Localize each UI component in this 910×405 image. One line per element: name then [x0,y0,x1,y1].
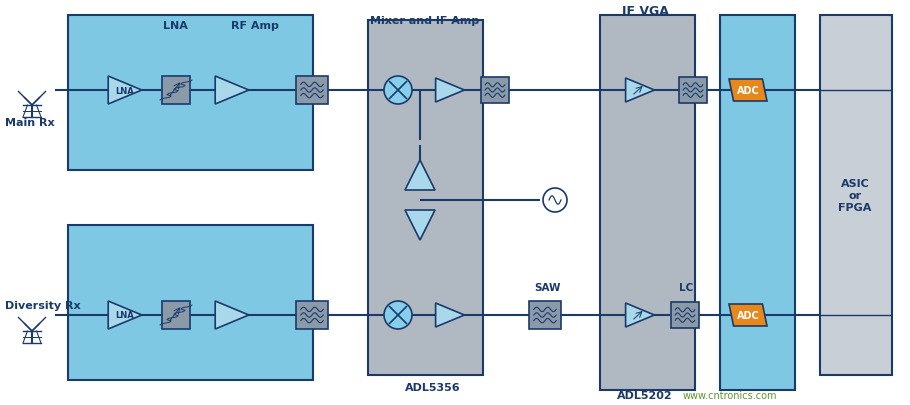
FancyBboxPatch shape [296,301,328,329]
Text: LNA: LNA [116,311,135,320]
Text: ADL5202: ADL5202 [617,390,672,400]
Text: ADL5356: ADL5356 [405,382,460,392]
Text: LNA: LNA [116,86,135,95]
Polygon shape [215,301,248,329]
FancyBboxPatch shape [162,77,190,105]
Text: Main Rx: Main Rx [5,118,55,128]
FancyBboxPatch shape [820,16,892,375]
Polygon shape [729,304,767,326]
Text: ADC: ADC [737,310,760,320]
Text: ASIC
or
FPGA: ASIC or FPGA [838,179,872,212]
Text: SAW: SAW [535,282,561,292]
FancyBboxPatch shape [600,16,695,390]
Text: ADC: ADC [737,86,760,96]
FancyBboxPatch shape [68,226,313,380]
Circle shape [384,301,412,329]
Text: Diversity Rx: Diversity Rx [5,300,81,310]
Polygon shape [215,77,248,105]
Text: IF VGA: IF VGA [622,4,669,17]
Polygon shape [625,79,654,103]
FancyBboxPatch shape [368,21,483,375]
Text: LC: LC [679,282,693,292]
FancyBboxPatch shape [671,302,699,328]
Polygon shape [108,77,142,105]
FancyBboxPatch shape [296,77,328,105]
FancyBboxPatch shape [679,78,707,104]
Text: www.cntronics.com: www.cntronics.com [682,390,777,400]
FancyBboxPatch shape [529,301,561,329]
Polygon shape [405,211,435,241]
Polygon shape [436,79,464,103]
Polygon shape [405,161,435,190]
Polygon shape [436,303,464,327]
Text: Mixer and IF Amp: Mixer and IF Amp [370,16,480,26]
Polygon shape [108,301,142,329]
Text: LNA: LNA [163,21,187,31]
FancyBboxPatch shape [162,301,190,329]
FancyBboxPatch shape [720,16,795,390]
Circle shape [543,189,567,213]
Circle shape [384,77,412,105]
FancyBboxPatch shape [481,78,509,104]
Polygon shape [729,80,767,102]
Text: RF Amp: RF Amp [231,21,279,31]
Polygon shape [625,303,654,327]
FancyBboxPatch shape [68,16,313,171]
